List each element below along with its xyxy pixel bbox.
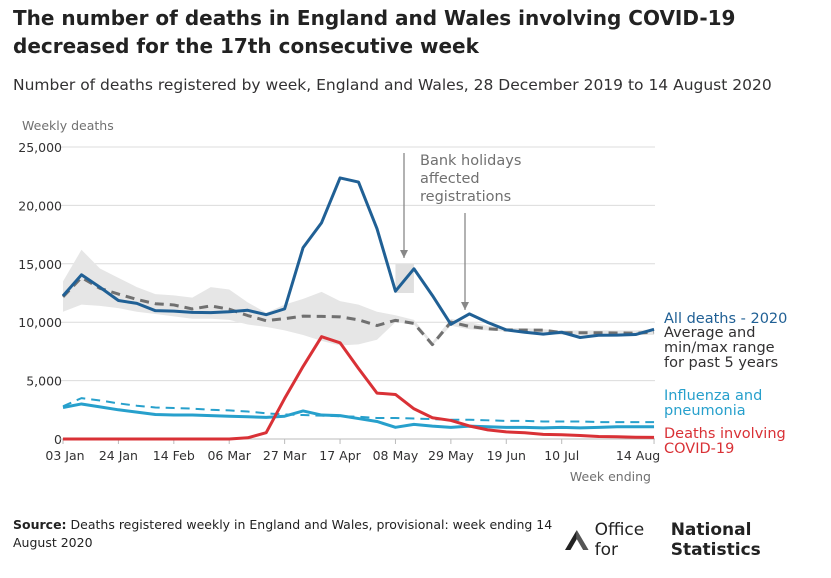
x-tick-label: 08 May — [373, 448, 419, 463]
x-tick-label: 10 Jul — [544, 448, 579, 463]
source-note: Source: Deaths registered weekly in Engl… — [13, 516, 553, 552]
ons-logo: Office for National Statistics — [565, 520, 831, 560]
x-tick-label: 19 Jun — [487, 448, 526, 463]
legend-label: All deaths - 2020 — [664, 311, 787, 327]
logo-text-bold: National Statistics — [670, 520, 761, 560]
annotation-arrow-head — [400, 250, 408, 258]
y-tick-label: 10,000 — [18, 315, 62, 330]
x-tick-label: 06 Mar — [207, 448, 251, 463]
x-tick-label: 27 Mar — [263, 448, 307, 463]
x-tick-label: 03 Jan — [45, 448, 84, 463]
y-tick-label: 20,000 — [18, 198, 62, 213]
series-line-all-deaths-2020 — [61, 176, 655, 340]
chart-subtitle: Number of deaths registered by week, Eng… — [13, 76, 772, 94]
annotation-arrow-head — [461, 302, 469, 310]
x-axis-label: Week ending — [570, 469, 651, 484]
legend-label: Average and min/max range for past 5 years — [664, 325, 778, 371]
y-tick-label: 5,000 — [26, 374, 62, 389]
y-tick-label: 15,000 — [18, 257, 62, 272]
series-line-influenza-and-pneumonia — [62, 402, 655, 430]
annotation-text: Bank holidays affected registrations — [420, 153, 521, 205]
x-tick-label: 24 Jan — [99, 448, 138, 463]
series-line-influenza-and-pneumonia-average — [62, 397, 655, 424]
y-tick-label: 25,000 — [18, 140, 62, 155]
x-tick-label: 14 Feb — [153, 448, 195, 463]
legend-label: Influenza and pneumonia — [664, 388, 762, 419]
source-label: Source: — [13, 517, 67, 532]
min-max-range-band — [63, 249, 655, 346]
legend-label: Deaths involving COVID-19 — [664, 426, 786, 457]
series-line-deaths-involving-covid-19 — [63, 335, 655, 441]
logo-text-light: Office for — [594, 520, 645, 560]
x-tick-label: 29 May — [428, 448, 474, 463]
x-tick-label: 14 Aug — [616, 448, 660, 463]
chart-title: The number of deaths in England and Wale… — [13, 6, 736, 58]
ons-logo-icon — [565, 530, 589, 550]
y-tick-label: 0 — [54, 432, 62, 447]
x-tick-label: 17 Apr — [319, 448, 361, 463]
y-axis-label: Weekly deaths — [22, 118, 114, 133]
source-text: Deaths registered weekly in England and … — [13, 517, 553, 550]
